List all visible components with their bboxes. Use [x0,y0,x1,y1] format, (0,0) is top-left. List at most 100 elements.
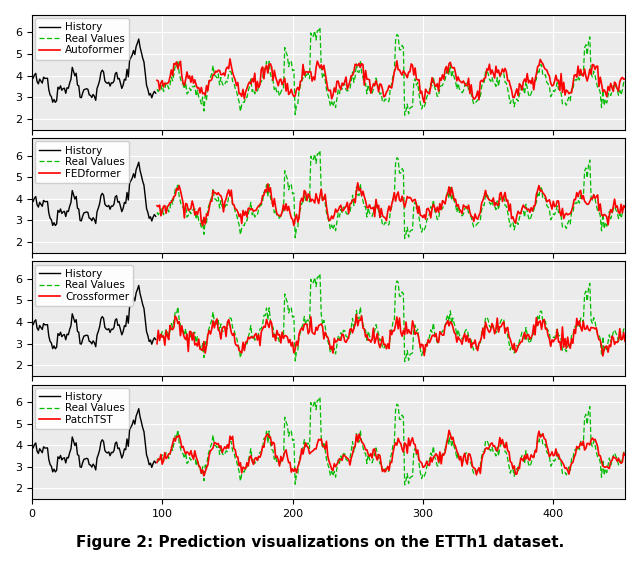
History [96,447,104,453]
PatchTST [212,440,220,447]
PatchTST [153,459,161,466]
Legend: History, Real Values, Crossformer: History, Real Values, Crossformer [35,265,134,306]
History [65,85,72,91]
History [45,210,52,217]
Real Values [292,102,300,108]
Line: Crossformer: Crossformer [157,315,625,356]
PatchTST [310,447,317,454]
Real Values [317,65,325,71]
History [83,85,90,92]
Line: Real Values: Real Values [157,150,625,238]
Real Values [308,280,316,287]
History [51,468,59,475]
FEDformer [598,211,605,218]
FEDformer [354,180,362,186]
Real Values [316,24,324,31]
Real Values [317,188,325,195]
Real Values [211,195,218,202]
Line: History: History [32,286,156,349]
PatchTST [598,458,605,465]
Line: Real Values: Real Values [157,27,625,115]
Legend: History, Real Values, PatchTST: History, Real Values, PatchTST [35,388,129,429]
Autoformer [359,61,367,68]
Real Values [211,72,218,79]
FEDformer [360,193,368,200]
Crossformer [316,321,324,328]
Real Values [401,235,408,242]
History [92,343,100,350]
Real Values [292,225,300,232]
Real Values [598,351,605,357]
History [152,459,159,466]
Real Values [153,86,161,93]
Real Values [621,325,629,332]
History [83,332,90,338]
History [144,209,152,216]
Real Values [317,434,325,441]
PatchTST [317,435,325,442]
Legend: History, Real Values, Autoformer: History, Real Values, Autoformer [35,18,129,59]
Real Values [401,112,408,118]
History [51,346,59,352]
History [65,208,72,215]
Crossformer [353,311,360,318]
Real Values [401,358,408,365]
Real Values [308,403,316,410]
Real Values [598,104,605,111]
Autoformer [598,80,605,87]
Real Values [598,474,605,481]
Crossformer [211,324,218,331]
FEDformer [317,186,325,192]
Crossformer [292,338,300,344]
Real Values [153,209,161,215]
PatchTST [445,427,453,434]
History [135,36,143,43]
History [135,159,143,165]
Crossformer [153,341,161,347]
History [28,76,36,82]
Real Values [598,227,605,234]
History [135,405,143,412]
Real Values [316,270,324,277]
PatchTST [359,440,367,447]
Real Values [308,34,316,40]
Line: Real Values: Real Values [157,274,625,362]
Real Values [359,197,367,204]
Line: History: History [32,408,156,472]
Real Values [359,74,367,81]
Line: Real Values: Real Values [157,397,625,485]
History [28,199,36,206]
Real Values [316,394,324,401]
Real Values [316,147,324,154]
Real Values [211,319,218,325]
Real Values [621,202,629,209]
Autoformer [310,73,317,80]
History [28,323,36,329]
Text: Figure 2: Prediction visualizations on the ETTh1 dataset.: Figure 2: Prediction visualizations on t… [76,535,564,550]
Line: Autoformer: Autoformer [157,59,625,103]
PatchTST [294,463,301,470]
FEDformer [294,219,301,226]
History [83,455,90,462]
Crossformer [596,337,604,343]
History [96,200,104,207]
Crossformer [359,325,367,332]
Autoformer [317,62,325,68]
PatchTST [200,472,208,479]
Real Values [153,332,161,339]
Autoformer [153,77,161,84]
History [144,332,152,339]
History [144,456,152,462]
Real Values [359,444,367,450]
History [92,467,100,473]
Autoformer [621,76,629,82]
PatchTST [621,452,629,458]
History [135,282,143,289]
Autoformer [420,99,428,106]
History [83,209,90,215]
Line: History: History [32,162,156,226]
Crossformer [308,329,316,335]
History [152,90,159,96]
Real Values [292,348,300,355]
History [152,213,159,220]
